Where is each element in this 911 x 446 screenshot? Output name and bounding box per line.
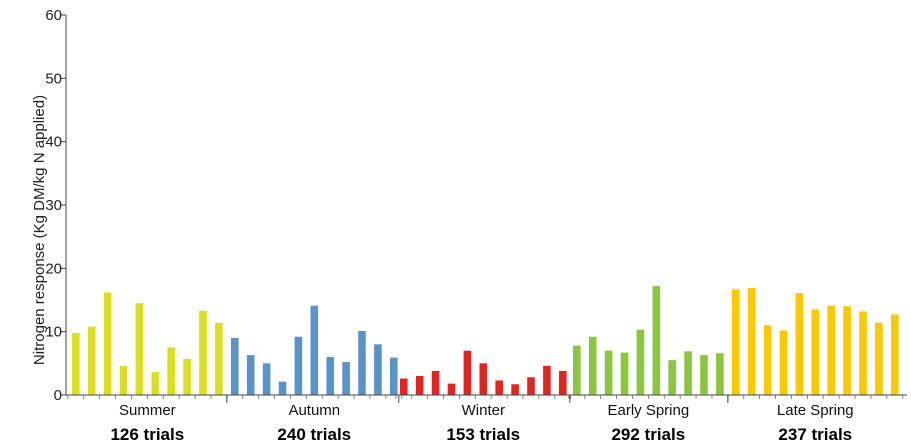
series-autumn [231, 305, 398, 395]
group-trials-label: 240 trials [277, 425, 351, 444]
bars-layer [72, 286, 899, 395]
bar [620, 352, 629, 395]
group-trials-label: 126 trials [110, 425, 184, 444]
group-trials-label: 292 trials [611, 425, 685, 444]
bar [199, 310, 207, 395]
bar [294, 336, 303, 395]
y-tick-label: 40 [45, 134, 62, 151]
bar [747, 287, 756, 395]
bar [358, 331, 366, 395]
bar [342, 362, 350, 395]
bar [479, 363, 488, 395]
bar [811, 309, 820, 395]
bar [891, 314, 899, 395]
bar [103, 292, 112, 395]
bar [543, 365, 551, 395]
bar [588, 336, 597, 395]
group-trials-label: 153 trials [446, 425, 520, 444]
bar [278, 381, 287, 395]
y-tick-label: 30 [45, 197, 62, 214]
bar [700, 355, 708, 395]
bar [374, 344, 382, 395]
bar [400, 378, 408, 395]
bar [231, 338, 239, 395]
y-tick-label: 0 [54, 387, 62, 404]
bar [390, 357, 398, 395]
bar [859, 311, 867, 395]
y-tick-label: 10 [45, 324, 62, 341]
bar [827, 305, 835, 395]
bar [463, 350, 472, 395]
bar [527, 377, 535, 395]
y-axis: 0 10 20 30 40 50 60 [45, 7, 67, 404]
bar [779, 330, 788, 395]
bar [573, 345, 581, 395]
group-label: Late Spring [777, 402, 854, 419]
bar [843, 306, 851, 395]
bar [795, 293, 804, 395]
bar [326, 357, 334, 395]
bar [684, 351, 692, 395]
bar [135, 303, 144, 395]
y-tick-label: 60 [45, 7, 62, 24]
bar [262, 363, 271, 395]
group-label: Early Spring [607, 402, 689, 419]
series-early-spring [573, 286, 724, 395]
bar [652, 286, 661, 395]
bar [668, 360, 676, 395]
bar [875, 322, 883, 395]
x-axis: Summer 126 trials Autumn 240 trials Winter 15… [66, 394, 907, 444]
group-trials-label: 237 trials [778, 425, 852, 444]
group-label: Autumn [288, 402, 340, 419]
series-winter [400, 350, 567, 395]
bar [167, 347, 175, 395]
bar [732, 289, 740, 395]
bar [72, 332, 80, 395]
bar [87, 326, 96, 395]
bar [183, 358, 191, 395]
y-tick-label: 20 [45, 260, 62, 277]
y-tick-label: 50 [45, 70, 62, 87]
bar [447, 383, 456, 395]
bar [604, 350, 613, 395]
bar [559, 370, 567, 395]
bar [511, 384, 519, 395]
bar [151, 372, 160, 395]
bar [495, 380, 503, 395]
bar [246, 355, 255, 395]
bar [716, 353, 724, 395]
bar [763, 325, 772, 395]
bar [119, 365, 128, 395]
bar [431, 370, 440, 395]
bar [215, 322, 223, 395]
y-axis-title: Nitrogen response (Kg DM/kg N applied) [31, 95, 48, 365]
group-label: Winter [462, 402, 505, 419]
series-late-spring [732, 287, 899, 395]
group-label: Summer [119, 402, 176, 419]
series-summer [72, 292, 223, 395]
bar [415, 376, 424, 395]
bar [310, 305, 319, 395]
bar [636, 329, 645, 395]
